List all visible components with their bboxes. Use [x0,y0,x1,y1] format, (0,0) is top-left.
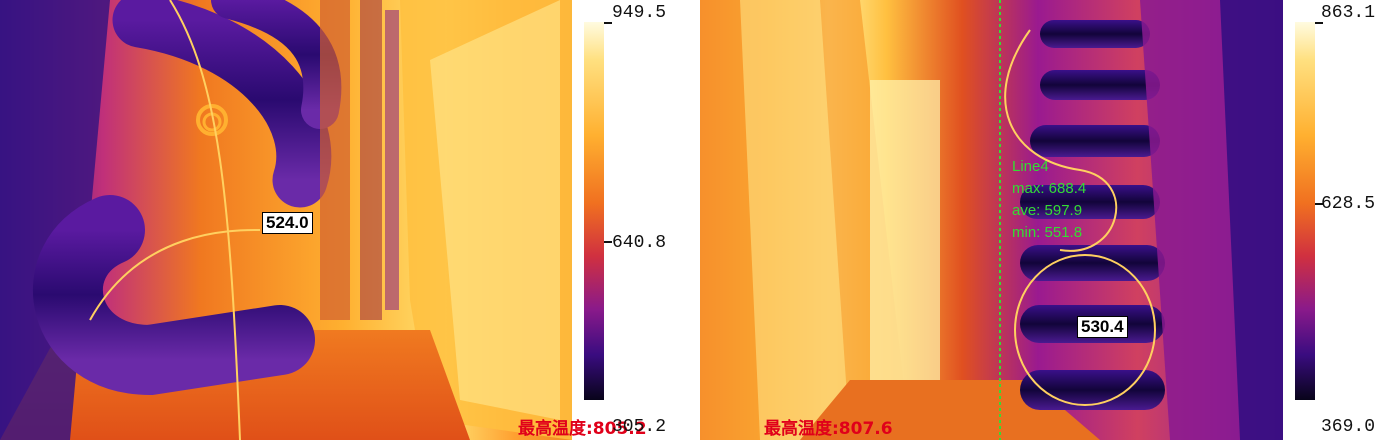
left-scale-min: 305.2 [612,417,667,437]
line-min: min: 551.8 [1012,224,1083,241]
right-spot-label: 530.4 [1077,316,1128,338]
left-scale-tick-max [604,22,612,24]
right-scale-min: 369.0 [1321,417,1376,437]
left-spot-label: 524.0 [262,212,313,234]
line-max: max: 688.4 [1012,180,1087,197]
right-scale-bar [1295,22,1315,400]
right-scale-tick-mid [1315,203,1323,205]
line-ave: ave: 597.9 [1012,202,1083,219]
left-scale-mid: 640.8 [612,233,667,253]
right-scale-max: 863.1 [1321,3,1376,23]
left-color-scale: 949.5 640.8 305.2 [572,0,700,440]
right-scale-tick-max [1315,22,1323,24]
left-scale-tick-mid [604,241,612,243]
left-max-temp-label: 最高温度:805.2 [518,419,647,439]
right-max-temp-label: 最高温度:807.6 [764,419,893,439]
left-thermal-panel: 524.0 最高温度:805.2 949.5 640.8 305.2 [0,0,700,440]
right-color-scale: 863.1 628.5 369.0 [1283,0,1392,440]
right-line-measurement: Line4 max: 688.4 ave: 597.9 min: 551.8 [1012,156,1086,244]
left-scale-bar [584,22,604,400]
left-scale-max: 949.5 [612,3,667,23]
right-scale-mid: 628.5 [1321,194,1376,214]
left-thermal-image [0,0,572,440]
right-thermal-panel: Line4 max: 688.4 ave: 597.9 min: 551.8 5… [700,0,1392,440]
line-name: Line4 [1012,158,1049,175]
right-thermal-image [700,0,1283,440]
